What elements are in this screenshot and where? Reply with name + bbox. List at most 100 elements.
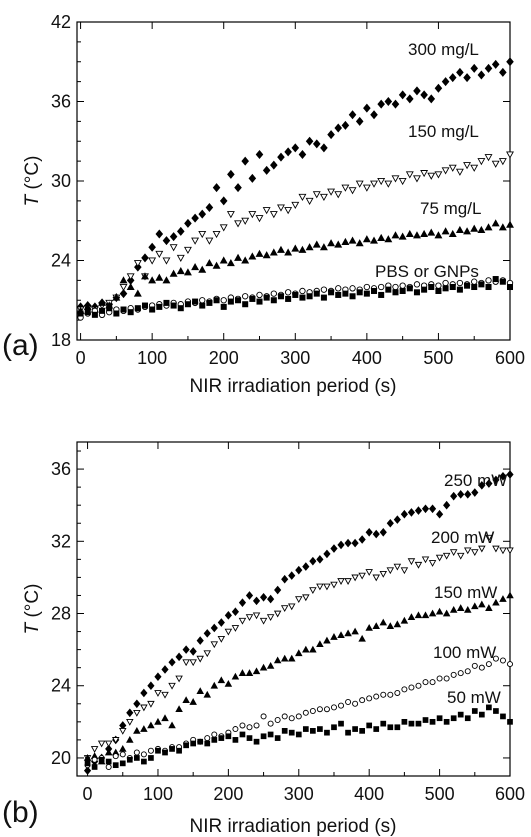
data-point (380, 720, 387, 727)
data-point (189, 698, 197, 705)
data-point (363, 283, 371, 291)
data-point (463, 605, 472, 613)
data-point (442, 285, 449, 292)
data-point (298, 150, 307, 159)
data-point (147, 721, 155, 729)
data-point (370, 110, 378, 120)
data-point (408, 720, 415, 727)
data-point (412, 231, 421, 239)
data-point (299, 294, 306, 301)
x-tick-label: 0 (76, 348, 86, 368)
data-point (147, 747, 154, 754)
data-point (112, 293, 121, 301)
data-point (366, 722, 373, 729)
data-point (317, 726, 323, 732)
data-point (212, 183, 221, 193)
data-point (91, 756, 98, 763)
data-point (105, 758, 112, 765)
data-point (414, 506, 423, 515)
data-point (478, 664, 485, 671)
data-point (470, 63, 479, 73)
data-point (298, 193, 307, 202)
data-point (305, 197, 314, 206)
data-point (358, 572, 366, 580)
data-point (302, 645, 310, 653)
data-point (400, 616, 409, 624)
data-point (428, 609, 437, 617)
series-150-mw (83, 591, 514, 765)
data-point (169, 244, 178, 252)
data-point (506, 151, 514, 159)
series-label-150-mw: 150 mW (434, 583, 497, 602)
data-point (442, 552, 451, 560)
data-point (287, 654, 296, 662)
data-point (492, 655, 499, 662)
y-tick-label: 24 (51, 676, 71, 696)
data-point (148, 242, 156, 252)
data-point (245, 614, 254, 622)
data-point (168, 682, 176, 690)
data-point (266, 661, 275, 669)
data-point (220, 297, 227, 304)
series-50-mw (84, 704, 513, 770)
data-point (192, 298, 199, 305)
data-point (238, 669, 247, 676)
data-point (198, 265, 207, 273)
data-point (210, 681, 219, 689)
series-75-mg-l (76, 219, 514, 314)
data-point (377, 177, 386, 186)
data-point (478, 281, 485, 288)
data-point (248, 173, 257, 183)
data-point (370, 236, 378, 244)
data-point (450, 715, 457, 722)
data-point (442, 279, 449, 287)
x-tick-label: 600 (495, 784, 525, 804)
data-point (348, 110, 357, 120)
data-point (345, 729, 351, 736)
data-point (398, 232, 407, 240)
data-point (162, 276, 171, 284)
data-point (320, 143, 328, 153)
x-tick-label: 600 (495, 348, 525, 368)
data-point (295, 713, 302, 720)
data-point (448, 164, 457, 172)
data-point (253, 722, 260, 729)
data-point (242, 301, 249, 308)
data-point (327, 188, 336, 196)
data-point (359, 697, 366, 704)
data-point (463, 162, 472, 170)
data-point (463, 73, 471, 83)
data-point (224, 679, 233, 687)
data-point (330, 544, 338, 553)
y-tick-label: 36 (51, 459, 71, 479)
data-point (141, 758, 147, 765)
data-point (355, 180, 364, 188)
data-point (387, 724, 394, 731)
data-point (141, 302, 149, 309)
data-point (449, 283, 456, 291)
data-point (169, 232, 178, 242)
data-point (429, 718, 436, 725)
data-point (342, 290, 349, 297)
data-point (413, 86, 421, 96)
data-point (126, 718, 134, 726)
data-point (274, 585, 282, 595)
data-point (312, 240, 321, 248)
data-point (288, 571, 296, 580)
data-point (415, 682, 422, 689)
data-point (485, 604, 493, 611)
data-point (455, 168, 464, 176)
y-tick-label: 32 (51, 531, 71, 551)
series-label-200-mw: 200 mW (431, 528, 494, 547)
data-point (499, 547, 507, 555)
data-point (344, 578, 352, 585)
data-point (485, 661, 492, 668)
data-point (112, 753, 119, 760)
data-point (485, 283, 492, 291)
data-point (499, 595, 507, 602)
data-point (335, 291, 342, 298)
y-tick-label: 18 (51, 330, 71, 350)
data-point (291, 143, 300, 153)
data-point (391, 231, 400, 239)
data-point (189, 659, 197, 667)
